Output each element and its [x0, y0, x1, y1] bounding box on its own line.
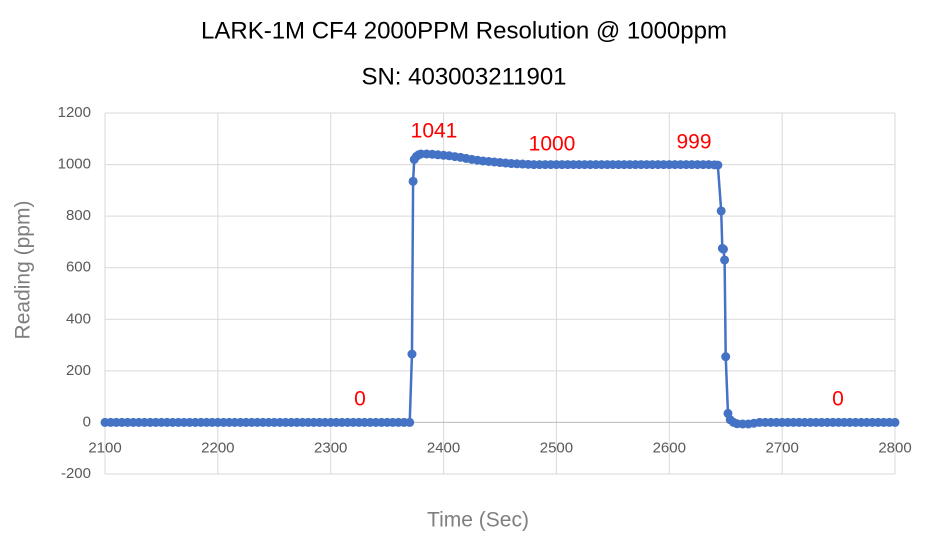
x-tick-label: 2200	[201, 439, 234, 456]
y-tick-label: 1200	[58, 104, 91, 121]
annotation: 0	[832, 388, 844, 411]
y-tick-label: -200	[61, 465, 91, 482]
chart-title: LARK-1M CF4 2000PPM Resolution @ 1000ppm	[201, 17, 727, 44]
y-tick-label: 800	[66, 207, 91, 224]
y-axis-label: Reading (ppm)	[12, 201, 35, 340]
annotation: 999	[676, 131, 711, 154]
data-point	[718, 244, 728, 254]
y-tick-label: 400	[66, 310, 91, 327]
y-tick-label: 600	[66, 259, 91, 276]
annotation: 1041	[411, 120, 458, 143]
data-point	[407, 349, 417, 359]
x-tick-label: 2400	[427, 439, 460, 456]
data-point	[721, 352, 731, 362]
annotation: 1000	[529, 133, 576, 156]
x-tick-label: 2800	[878, 439, 911, 456]
x-tick-label: 2300	[314, 439, 347, 456]
x-tick-label: 2100	[88, 439, 121, 456]
data-point	[408, 176, 418, 186]
y-tick-label: 0	[83, 413, 91, 430]
data-point	[720, 255, 730, 265]
x-tick-label: 2700	[765, 439, 798, 456]
x-axis-label: Time (Sec)	[427, 509, 529, 532]
annotation: 0	[354, 388, 366, 411]
data-point	[716, 206, 726, 216]
data-point	[890, 417, 900, 427]
x-tick-label: 2600	[653, 439, 686, 456]
data-point	[405, 417, 415, 427]
x-tick-label: 2500	[540, 439, 573, 456]
y-tick-label: 1000	[58, 156, 91, 173]
data-point	[713, 160, 723, 170]
y-tick-label: 200	[66, 362, 91, 379]
chart-subtitle: SN: 403003211901	[361, 63, 566, 90]
